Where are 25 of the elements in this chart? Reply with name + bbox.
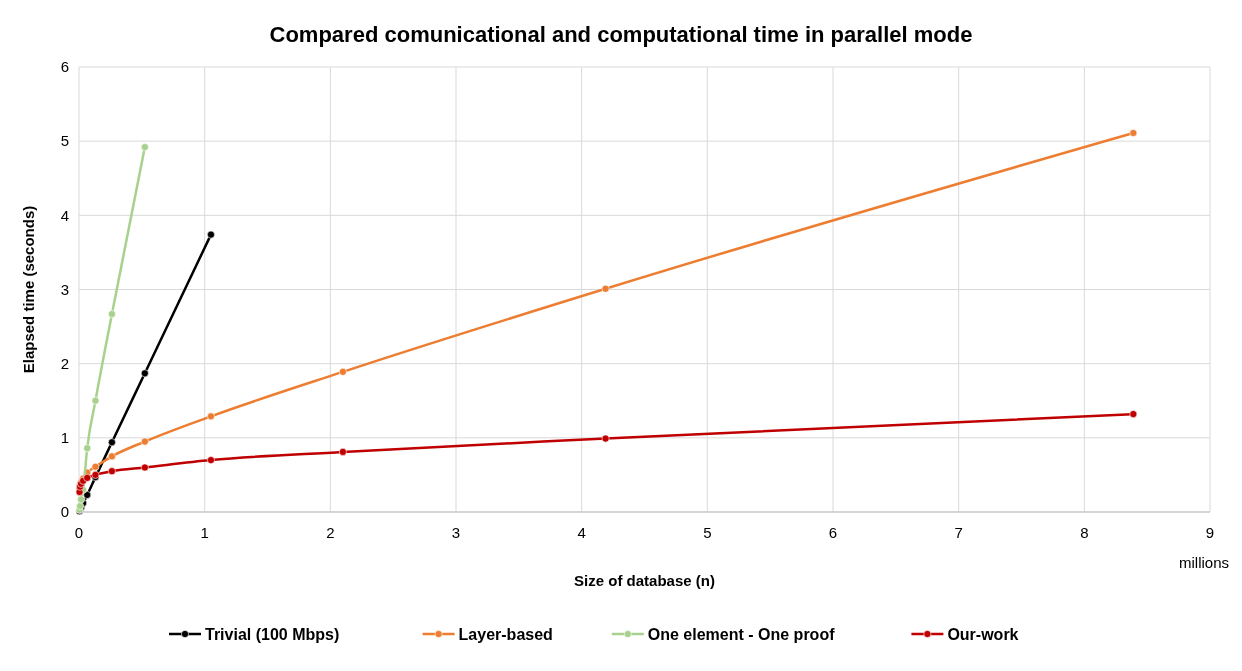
- y-tick-label: 6: [60, 58, 69, 76]
- y-tick-label: 4: [60, 206, 69, 224]
- y-tick-label: 2: [60, 354, 69, 372]
- x-tick-label: 7: [954, 524, 963, 541]
- x-tick-label: 3: [451, 524, 461, 541]
- y-tick-label: 3: [60, 280, 69, 298]
- x-tick-label: 8: [1080, 524, 1089, 541]
- y-tick-label: 5: [60, 132, 69, 150]
- x-tick-label: 6: [828, 524, 838, 541]
- text: millions: [1178, 554, 1230, 571]
- x-tick-label: 2: [326, 524, 335, 541]
- x-tick-label: 4: [577, 524, 586, 541]
- x-axis-title: Size of database (n): [574, 572, 715, 589]
- y-tick-label: 0: [60, 503, 69, 521]
- x-tick-label: 0: [74, 524, 84, 541]
- legend-label: One element - One proof: [647, 625, 836, 643]
- legend-label: Trivial (100 Mbps): [205, 625, 340, 643]
- chart-title: Compared comunicational and computational time in parallel mode: [269, 22, 973, 47]
- legend-label: Our-work: [947, 625, 1019, 643]
- x-tick-label: 1: [200, 524, 209, 541]
- y-axis-title: Elapsed time (seconds): [20, 205, 37, 374]
- x-tick-label: 5: [703, 524, 712, 541]
- y-tick-label: 1: [60, 429, 69, 447]
- legend-label: Layer-based: [458, 625, 553, 643]
- x-tick-label: 9: [1205, 524, 1215, 541]
